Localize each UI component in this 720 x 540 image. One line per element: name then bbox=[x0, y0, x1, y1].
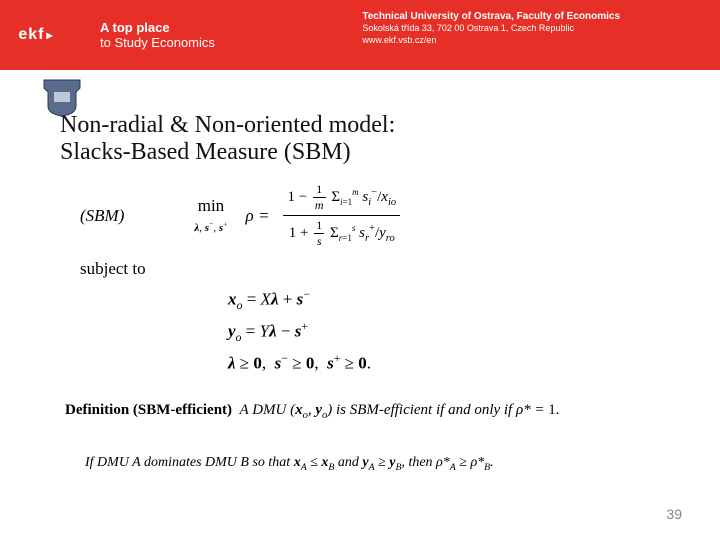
fraction-denominator: 1 + 1s Σr=1s sr+/yro bbox=[283, 216, 400, 249]
tagline-line2: to Study Economics bbox=[100, 35, 215, 50]
header-tagline: A top place to Study Economics bbox=[100, 20, 215, 50]
subject-to-label: subject to bbox=[80, 259, 400, 279]
logo-text: ekf bbox=[18, 26, 44, 44]
slide-title: Non-radial & Non-oriented model: Slacks-… bbox=[60, 112, 395, 166]
uni-address: Sokolská třída 33, 702 00 Ostrava 1, Cze… bbox=[362, 23, 620, 35]
sbm-label: (SBM) bbox=[80, 206, 124, 226]
definition-label: Definition (SBM-efficient) bbox=[65, 402, 232, 418]
page-number: 39 bbox=[666, 506, 682, 522]
sbm-formulation: (SBM) min λ, s−, s+ ρ = 1 − 1m Σi=1m si−… bbox=[80, 182, 400, 380]
header-bar: ekf ▶ A top place to Study Economics Tec… bbox=[0, 0, 720, 70]
min-subscript: λ, s−, s+ bbox=[194, 222, 227, 234]
objective-row: (SBM) min λ, s−, s+ ρ = 1 − 1m Σi=1m si−… bbox=[80, 182, 400, 249]
definition-body: A DMU (xo, yo) is SBM-efficient if and o… bbox=[236, 402, 549, 418]
dominance-remark: If DMU A dominates DMU B so that xA ≤ xB… bbox=[85, 455, 494, 473]
tagline-line1: A top place bbox=[100, 20, 215, 35]
ekf-logo: ekf ▶ bbox=[12, 17, 60, 53]
constraints-block: xo = Xλ + s− yo = Yλ − s+ λ ≥ 0, s− ≥ 0,… bbox=[228, 287, 400, 374]
constraint-2: yo = Yλ − s+ bbox=[228, 319, 400, 345]
uni-name: Technical University of Ostrava, Faculty… bbox=[362, 10, 620, 23]
title-line2: Slacks-Based Measure (SBM) bbox=[60, 139, 395, 166]
min-operator: min λ, s−, s+ bbox=[194, 196, 227, 236]
uni-url: www.ekf.vsb.cz/en bbox=[362, 35, 620, 47]
rho-equals: ρ = bbox=[246, 206, 270, 226]
definition-block: Definition (SBM-efficient) A DMU (xo, yo… bbox=[65, 400, 665, 423]
fraction-numerator: 1 − 1m Σi=1m si−/xio bbox=[283, 182, 400, 216]
objective-fraction: 1 − 1m Σi=1m si−/xio 1 + 1s Σr=1s sr+/yr… bbox=[283, 182, 400, 249]
constraint-1: xo = Xλ + s− bbox=[228, 287, 400, 313]
constraint-3: λ ≥ 0, s− ≥ 0, s+ ≥ 0. bbox=[228, 351, 400, 374]
min-text: min bbox=[198, 196, 224, 215]
title-line1: Non-radial & Non-oriented model: bbox=[60, 112, 395, 139]
header-address: Technical University of Ostrava, Faculty… bbox=[362, 10, 620, 46]
logo-triangle-icon: ▶ bbox=[46, 31, 53, 40]
